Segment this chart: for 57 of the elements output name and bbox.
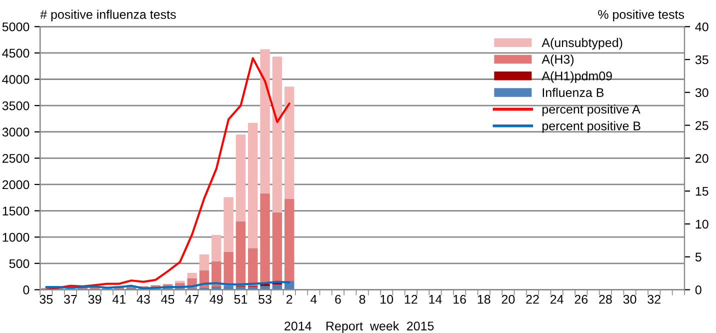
x-tick-label: 2	[286, 294, 292, 304]
x-tick-label: 43	[136, 294, 150, 304]
x-tick-label: 18	[478, 294, 490, 304]
text: 2015	[407, 322, 434, 330]
y-tick-label: 1000	[2, 232, 30, 242]
x-tick-label: 32	[648, 294, 660, 304]
x-tick-label: 47	[185, 295, 198, 304]
y-tick-label: 500	[9, 259, 30, 268]
y2-tick-label: 40	[695, 22, 708, 32]
y2-tick-label: 15	[696, 186, 708, 196]
x-tick-label: 39	[88, 294, 102, 304]
x-tick-label: 22	[526, 294, 539, 304]
x-tick-label: 49	[210, 294, 223, 304]
text: 2014	[284, 322, 312, 330]
x-tick-label: 8	[359, 294, 366, 304]
y2-tick-label: 0	[695, 286, 702, 294]
y-tick-label: 4000	[2, 75, 30, 84]
y-tick-label: 2500	[2, 154, 30, 163]
x-tick-label: 45	[161, 295, 174, 304]
y-tick-label: 5000	[2, 22, 30, 32]
legend-label: A(H1)pdm09	[542, 71, 612, 83]
y-tick-label: 3000	[2, 128, 30, 137]
y-tick-label: 2000	[2, 180, 30, 190]
x-axis-title: Report week	[326, 321, 400, 333]
x-tick-label: 6	[335, 294, 341, 304]
y2-tick-label: 25	[696, 121, 708, 130]
x-tick-label: 35	[40, 294, 53, 304]
y2-tick-label: 35	[695, 55, 708, 64]
legend-label: A(H3)	[542, 54, 574, 66]
x-tick-label: 30	[623, 294, 636, 304]
legend-label: A(unsubtyped)	[542, 38, 622, 50]
x-tick-label: 14	[429, 295, 442, 304]
x-tick-label: 41	[112, 295, 126, 304]
legend-label: Influenza B	[542, 88, 604, 98]
x-tick-label: 4	[310, 295, 317, 304]
x-tick-label: 53	[258, 294, 272, 304]
x-tick-label: 16	[454, 294, 466, 304]
y2-tick-label: 5	[695, 252, 702, 262]
y2-tick-label: 20	[696, 154, 708, 163]
legend-label: percent positive A	[542, 104, 640, 116]
x-tick-label: 12	[404, 294, 418, 304]
y-tick-label: 1500	[2, 206, 30, 216]
y-axis-title: # positive influenza tests	[40, 10, 176, 22]
x-tick-label: 28	[599, 294, 612, 304]
y2-tick-label: 30	[695, 88, 708, 98]
x-tick-label: 24	[550, 294, 564, 304]
y2-axis-title: % positive tests	[598, 10, 684, 22]
x-tick-label: 10	[380, 294, 394, 304]
y-tick-label: 4500	[2, 48, 30, 58]
x-tick-label: 37	[64, 294, 77, 304]
y2-tick-label: 10	[696, 220, 708, 229]
x-tick-label: 26	[574, 294, 588, 304]
x-tick-label: 51	[234, 295, 248, 304]
y-tick-label: 0	[23, 286, 30, 294]
y-tick-label: 3500	[2, 101, 30, 110]
legend-label: percent positive B	[542, 121, 640, 133]
x-tick-label: 20	[502, 294, 515, 304]
